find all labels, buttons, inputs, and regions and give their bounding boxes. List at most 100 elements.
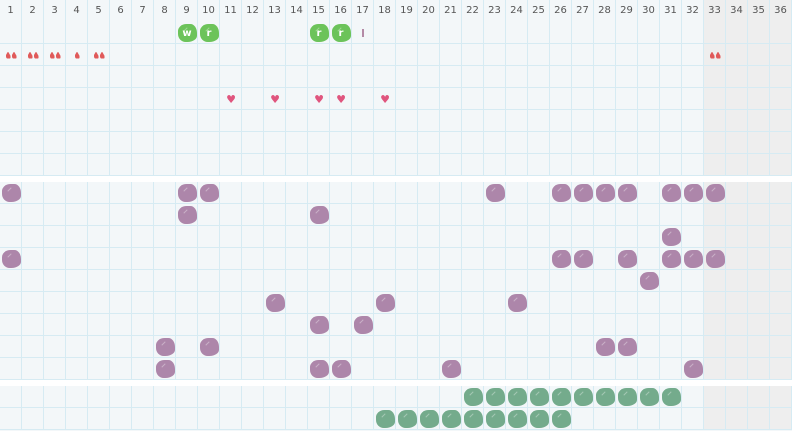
grid-cell[interactable]	[770, 182, 792, 204]
grid-cell[interactable]	[198, 132, 220, 154]
grid-cell[interactable]	[0, 336, 22, 358]
grid-cell[interactable]	[616, 66, 638, 88]
entry-blob[interactable]	[572, 182, 594, 204]
grid-cell[interactable]	[264, 408, 286, 430]
grid-cell[interactable]	[528, 182, 550, 204]
entry-green-blob[interactable]: r	[308, 22, 330, 44]
grid-cell[interactable]	[176, 22, 198, 44]
grid-cell[interactable]	[418, 314, 440, 336]
grid-cell[interactable]	[484, 182, 506, 204]
grid-cell[interactable]	[682, 110, 704, 132]
grid-cell[interactable]	[418, 110, 440, 132]
entry-blob[interactable]	[572, 386, 594, 408]
grid-cell[interactable]	[88, 358, 110, 380]
grid-cell[interactable]	[176, 248, 198, 270]
grid-cell[interactable]	[770, 22, 792, 44]
entry-blob[interactable]	[484, 386, 506, 408]
grid-cell[interactable]	[66, 44, 88, 66]
entry-blob[interactable]	[484, 182, 506, 204]
grid-cell[interactable]	[440, 204, 462, 226]
grid-cell[interactable]	[594, 336, 616, 358]
grid-cell[interactable]	[198, 386, 220, 408]
grid-cell[interactable]	[528, 132, 550, 154]
entry-blob[interactable]	[616, 248, 638, 270]
grid-cell[interactable]	[110, 110, 132, 132]
grid-cell[interactable]	[638, 292, 660, 314]
grid-cell[interactable]	[506, 292, 528, 314]
entry-blob[interactable]	[198, 182, 220, 204]
grid-cell[interactable]	[110, 314, 132, 336]
grid-cell[interactable]	[352, 292, 374, 314]
grid-cell[interactable]	[308, 44, 330, 66]
grid-cell[interactable]	[308, 110, 330, 132]
grid-cell[interactable]	[704, 408, 726, 430]
grid-cell[interactable]	[286, 336, 308, 358]
grid-cell[interactable]	[154, 358, 176, 380]
grid-cell[interactable]	[462, 270, 484, 292]
grid-cell[interactable]	[220, 292, 242, 314]
grid-cell[interactable]	[396, 314, 418, 336]
grid-cell[interactable]	[110, 154, 132, 176]
grid-cell[interactable]	[616, 226, 638, 248]
grid-cell[interactable]	[572, 408, 594, 430]
grid-cell[interactable]	[704, 132, 726, 154]
grid-cell[interactable]	[242, 358, 264, 380]
grid-cell[interactable]	[220, 226, 242, 248]
grid-cell[interactable]	[770, 204, 792, 226]
entry-blob[interactable]	[440, 358, 462, 380]
grid-cell[interactable]	[682, 226, 704, 248]
grid-cell[interactable]	[88, 44, 110, 66]
grid-cell[interactable]	[462, 132, 484, 154]
grid-cell[interactable]	[264, 88, 286, 110]
grid-cell[interactable]	[286, 408, 308, 430]
grid-cell[interactable]	[242, 44, 264, 66]
grid-cell[interactable]	[374, 154, 396, 176]
grid-cell[interactable]	[22, 182, 44, 204]
grid-cell[interactable]	[770, 408, 792, 430]
grid-cell[interactable]	[528, 226, 550, 248]
grid-cell[interactable]	[308, 314, 330, 336]
grid-cell[interactable]	[528, 270, 550, 292]
grid-cell[interactable]	[352, 248, 374, 270]
grid-cell[interactable]	[660, 358, 682, 380]
grid-cell[interactable]	[440, 336, 462, 358]
grid-cell[interactable]	[0, 44, 22, 66]
grid-cell[interactable]	[154, 204, 176, 226]
grid-cell[interactable]	[66, 314, 88, 336]
grid-cell[interactable]	[374, 226, 396, 248]
grid-cell[interactable]	[484, 154, 506, 176]
grid-cell[interactable]	[154, 336, 176, 358]
grid-cell[interactable]	[198, 314, 220, 336]
entry-blob[interactable]	[550, 182, 572, 204]
grid-cell[interactable]	[704, 270, 726, 292]
grid-cell[interactable]	[550, 44, 572, 66]
grid-cell[interactable]	[748, 88, 770, 110]
grid-cell[interactable]	[220, 154, 242, 176]
grid-cell[interactable]	[726, 182, 748, 204]
grid-cell[interactable]	[0, 248, 22, 270]
grid-cell[interactable]	[748, 270, 770, 292]
grid-cell[interactable]	[616, 358, 638, 380]
grid-cell[interactable]	[352, 204, 374, 226]
grid-cell[interactable]	[66, 110, 88, 132]
grid-cell[interactable]	[462, 110, 484, 132]
grid-cell[interactable]	[616, 386, 638, 408]
grid-cell[interactable]	[484, 270, 506, 292]
grid-cell[interactable]	[396, 270, 418, 292]
grid-cell[interactable]	[594, 182, 616, 204]
grid-cell[interactable]	[330, 132, 352, 154]
grid-cell[interactable]	[748, 226, 770, 248]
grid-cell[interactable]	[638, 204, 660, 226]
grid-cell[interactable]	[66, 408, 88, 430]
grid-cell[interactable]	[22, 358, 44, 380]
grid-cell[interactable]	[440, 270, 462, 292]
grid-cell[interactable]	[352, 336, 374, 358]
grid-cell[interactable]	[462, 226, 484, 248]
grid-cell[interactable]	[528, 44, 550, 66]
grid-cell[interactable]	[506, 44, 528, 66]
day-label[interactable]: 22	[462, 0, 484, 22]
grid-cell[interactable]	[132, 44, 154, 66]
entry-blob[interactable]	[682, 248, 704, 270]
grid-cell[interactable]	[0, 270, 22, 292]
grid-cell[interactable]	[22, 292, 44, 314]
